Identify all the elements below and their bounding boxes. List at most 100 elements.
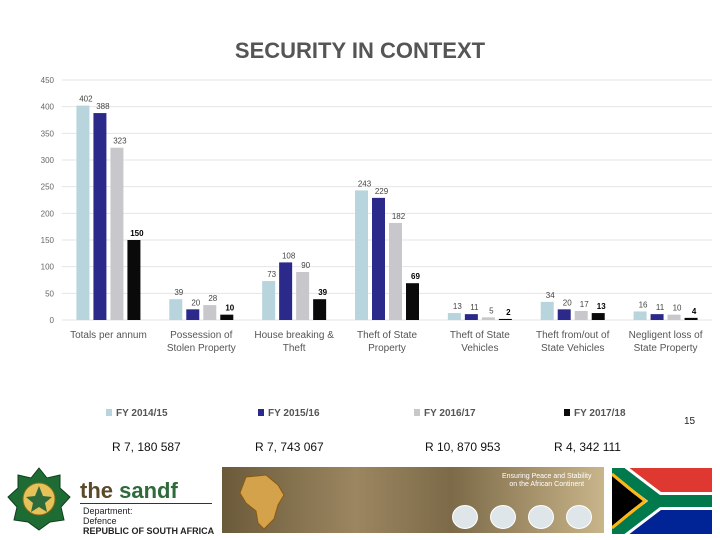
bar-5-0 bbox=[540, 301, 554, 320]
bar-1-3 bbox=[220, 314, 234, 320]
data-label-1-2: 28 bbox=[208, 294, 217, 303]
category-label-4: Theft of State bbox=[450, 330, 510, 341]
category-label-0: Totals per annum bbox=[70, 330, 147, 341]
bar-4-3 bbox=[498, 318, 512, 320]
data-label-6-1: 11 bbox=[656, 303, 665, 312]
data-label-6-2: 10 bbox=[673, 304, 682, 313]
ship-thumbnail-icon bbox=[528, 505, 554, 529]
bars bbox=[76, 105, 698, 320]
bar-1-0 bbox=[169, 299, 183, 320]
bar-5-2 bbox=[574, 310, 588, 320]
footer-banner: the sandf Department: Defence REPUBLIC O… bbox=[0, 458, 720, 540]
legend-label-3: FY 2017/18 bbox=[574, 408, 626, 419]
bar-0-1 bbox=[93, 113, 107, 320]
data-label-2-3: 39 bbox=[318, 288, 327, 297]
data-label-4-1: 11 bbox=[470, 303, 479, 312]
legend-label-2: FY 2016/17 bbox=[424, 408, 476, 419]
y-tick-label: 250 bbox=[41, 183, 55, 192]
data-label-6-3: 4 bbox=[692, 307, 697, 316]
aircraft-thumbnail-icon bbox=[490, 505, 516, 529]
data-label-5-0: 34 bbox=[546, 291, 555, 300]
medical-thumbnail-icon bbox=[566, 505, 592, 529]
bar-4-1 bbox=[464, 314, 478, 320]
bar-1-2 bbox=[203, 305, 217, 320]
category-label-4: Vehicles bbox=[461, 343, 498, 354]
legend-swatch-1 bbox=[258, 409, 264, 416]
y-tick-label: 350 bbox=[41, 129, 55, 138]
category-label-5: State Vehicles bbox=[541, 343, 604, 354]
y-tick-label: 300 bbox=[41, 156, 55, 165]
category-label-2: House breaking & bbox=[254, 330, 334, 341]
y-axis-ticks: 0 50 100 150 200 250 300 350 400 450 bbox=[41, 76, 55, 325]
bar-0-2 bbox=[110, 147, 124, 320]
y-tick-label: 100 bbox=[41, 263, 55, 272]
bar-4-0 bbox=[447, 313, 461, 320]
cost-fy2017: R 4, 342 111 bbox=[554, 440, 621, 454]
legend-swatch-3 bbox=[564, 409, 570, 416]
data-label-2-0: 73 bbox=[267, 270, 276, 279]
bar-6-0 bbox=[633, 311, 647, 320]
legend-label-0: FY 2014/15 bbox=[116, 408, 168, 419]
motto-text: Ensuring Peace and Stability on the Afri… bbox=[502, 473, 592, 489]
data-label-2-1: 108 bbox=[282, 251, 296, 260]
data-label-1-3: 10 bbox=[225, 304, 234, 313]
department-text: Department: Defence REPUBLIC OF SOUTH AF… bbox=[83, 506, 214, 536]
bar-0-3 bbox=[127, 240, 141, 320]
bar-5-3 bbox=[591, 313, 605, 320]
bar-6-3 bbox=[684, 317, 698, 320]
grid-lines bbox=[62, 79, 712, 321]
data-label-3-2: 182 bbox=[392, 212, 406, 221]
data-label-0-2: 323 bbox=[113, 137, 127, 146]
africa-map-icon bbox=[239, 474, 285, 530]
motto-line-2: on the African Continent bbox=[509, 481, 585, 488]
sandf-logo: the sandf bbox=[80, 478, 178, 504]
bar-3-1 bbox=[372, 197, 385, 320]
bar-1-1 bbox=[186, 309, 200, 320]
data-label-0-1: 388 bbox=[96, 102, 110, 111]
military-photo-banner: Ensuring Peace and Stability on the Afri… bbox=[222, 467, 604, 533]
bar-3-0 bbox=[355, 190, 368, 320]
category-label-6: Negligent loss of bbox=[629, 330, 703, 341]
data-label-1-0: 39 bbox=[174, 288, 183, 297]
data-label-5-2: 17 bbox=[580, 300, 589, 309]
legend-swatch-0 bbox=[106, 409, 112, 416]
motto-line-1: Ensuring Peace and Stability bbox=[502, 473, 592, 480]
category-label-1: Possession of bbox=[170, 330, 232, 341]
bar-5-1 bbox=[557, 309, 571, 320]
bar-0-0 bbox=[76, 105, 90, 320]
category-label-3: Theft of State bbox=[357, 330, 417, 341]
bar-2-3 bbox=[313, 299, 327, 320]
south-africa-flag-icon bbox=[612, 468, 712, 534]
category-label-6: State Property bbox=[634, 343, 698, 354]
dept-line-1: Department: bbox=[83, 506, 133, 516]
tank-thumbnail-icon bbox=[452, 505, 478, 529]
data-label-0-0: 402 bbox=[79, 95, 93, 104]
y-tick-label: 0 bbox=[50, 316, 55, 325]
category-labels: Totals per annum Possession of Stolen Prop… bbox=[70, 330, 703, 354]
bar-6-1 bbox=[650, 314, 664, 320]
bar-6-2 bbox=[667, 314, 681, 320]
data-label-4-3: 2 bbox=[506, 308, 511, 317]
data-label-3-0: 243 bbox=[358, 179, 372, 188]
y-tick-label: 50 bbox=[45, 289, 54, 298]
cost-fy2016: R 10, 870 953 bbox=[425, 440, 501, 454]
y-tick-label: 200 bbox=[41, 209, 55, 218]
data-label-0-3: 150 bbox=[130, 229, 144, 238]
data-label-1-1: 20 bbox=[191, 298, 200, 307]
dept-line-2: Defence bbox=[83, 516, 117, 526]
data-label-3-1: 229 bbox=[375, 187, 389, 196]
category-label-2: Theft bbox=[283, 343, 306, 354]
legend: FY 2014/15 FY 2015/16 FY 2016/17 FY 2017/18 bbox=[106, 408, 626, 419]
bar-3-2 bbox=[389, 222, 402, 320]
page-number: 15 bbox=[684, 416, 696, 427]
category-label-5: Theft from/out of bbox=[536, 330, 610, 341]
y-tick-label: 150 bbox=[41, 236, 55, 245]
bar-2-0 bbox=[262, 281, 276, 320]
dept-line-3: REPUBLIC OF SOUTH AFRICA bbox=[83, 526, 215, 536]
legend-label-1: FY 2015/16 bbox=[268, 408, 320, 419]
data-label-4-2: 5 bbox=[489, 306, 494, 315]
logo-name-text: sandf bbox=[119, 478, 178, 503]
cost-fy2014: R 7, 180 587 bbox=[112, 440, 181, 454]
category-label-3: Property bbox=[368, 343, 406, 354]
